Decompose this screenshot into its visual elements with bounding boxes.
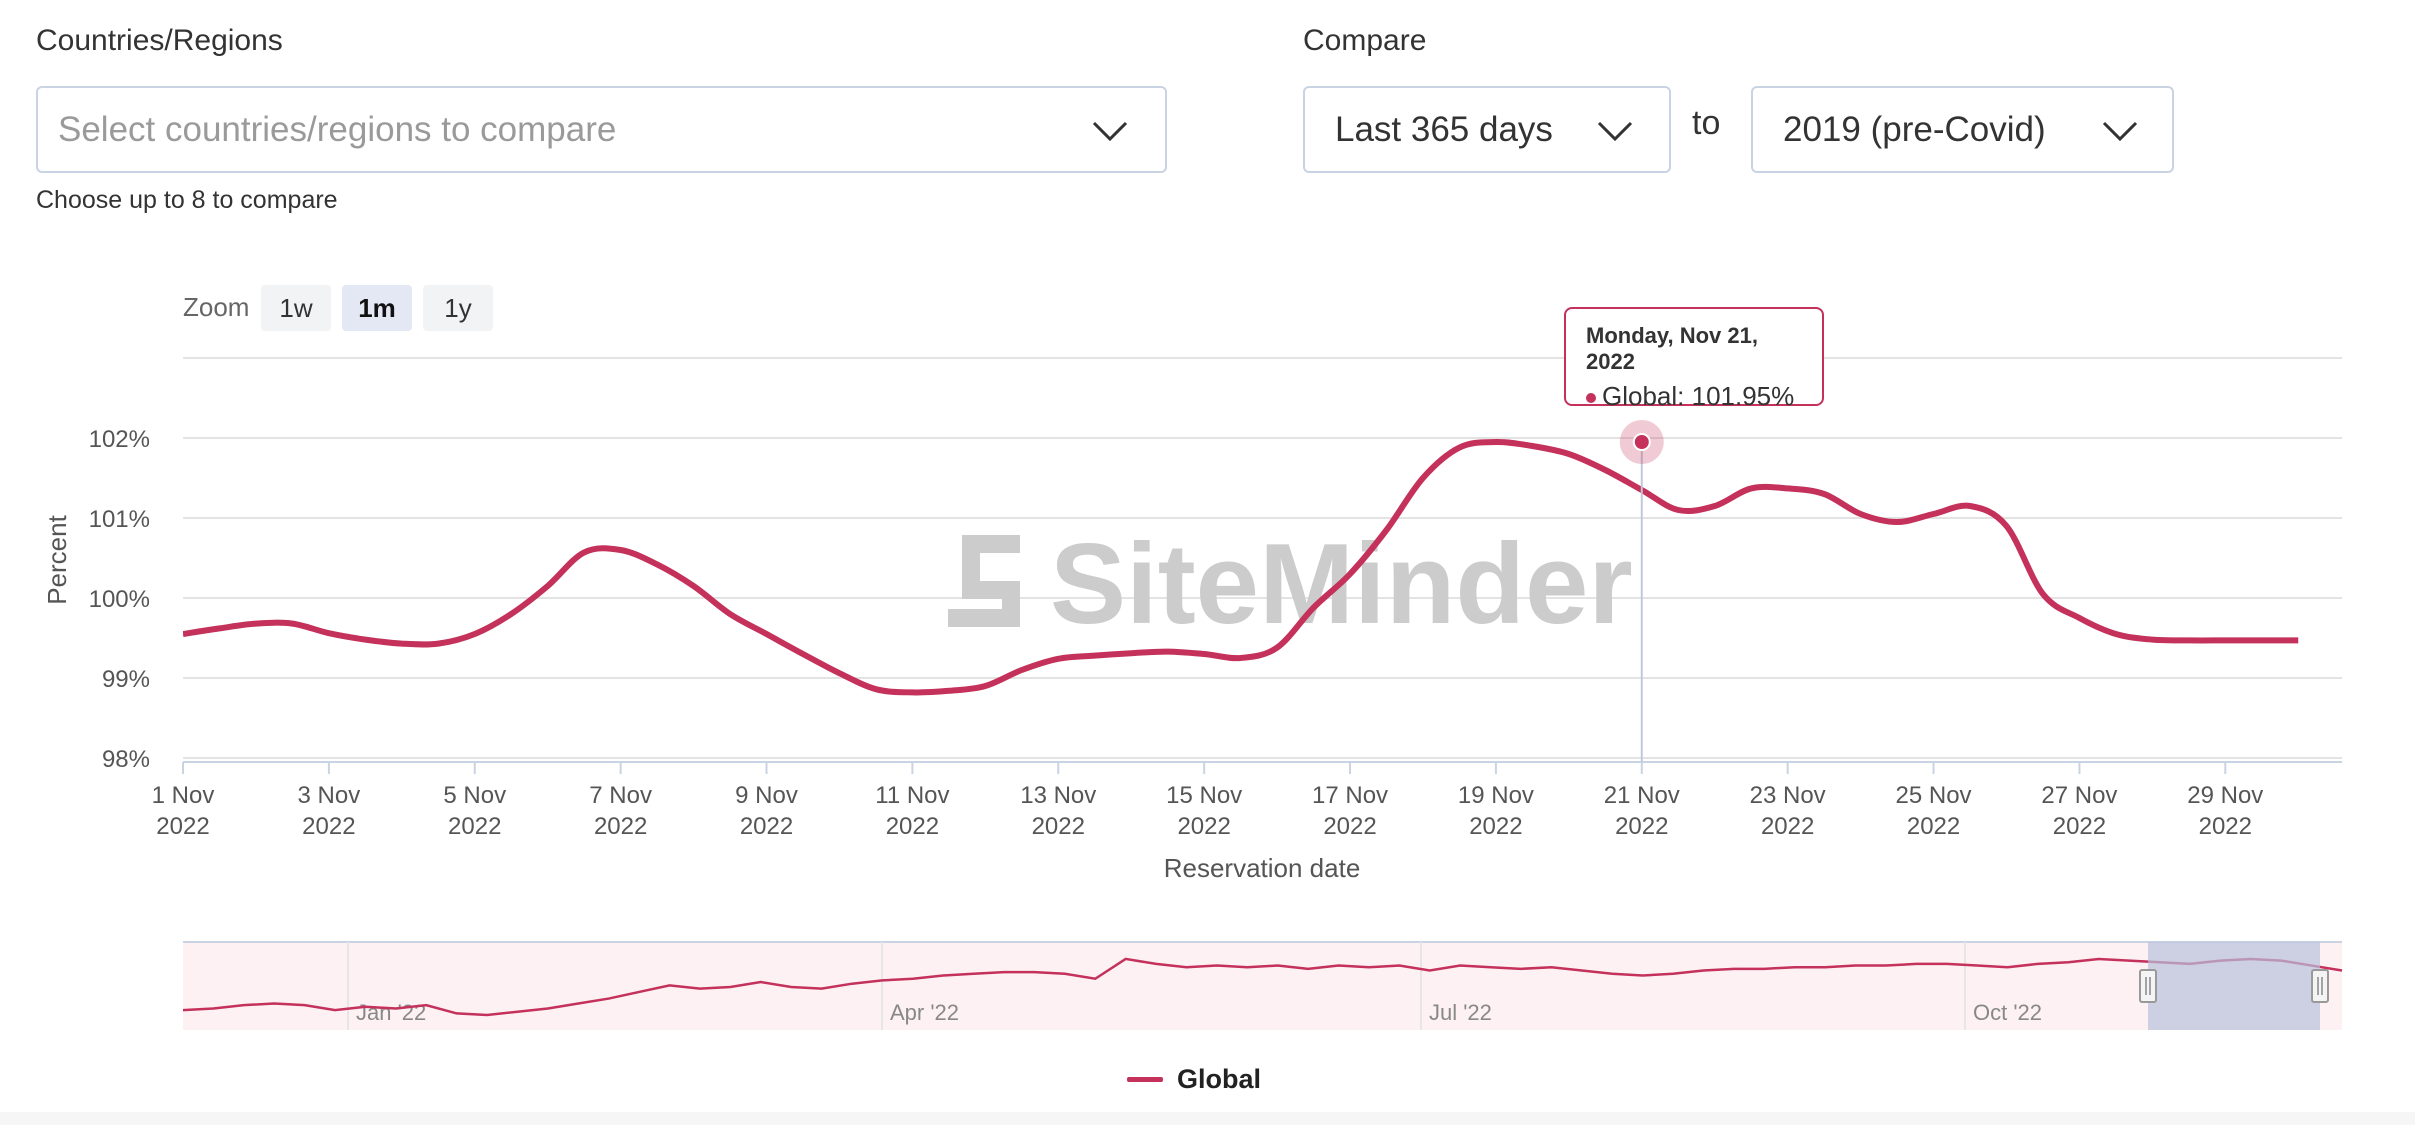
zoom-1m-button[interactable]: 1m: [342, 285, 412, 331]
period-a-select[interactable]: Last 365 days: [1303, 86, 1671, 173]
tooltip-date: Monday, Nov 21, 2022: [1586, 323, 1758, 374]
x-tick-label-year: 2022: [1323, 813, 1376, 840]
x-tick-label-year: 2022: [740, 813, 793, 840]
x-tick-label: 9 Nov: [735, 782, 798, 809]
zoom-label: Zoom: [183, 292, 250, 322]
x-tick-label-year: 2022: [1761, 813, 1814, 840]
x-tick-label-year: 2022: [448, 813, 501, 840]
series-line-global: [183, 438, 2299, 696]
series-global: [183, 420, 2299, 762]
x-tick-label: 11 Nov: [875, 782, 949, 809]
x-tick-label-year: 2022: [302, 813, 355, 840]
legend-swatch: [1127, 1077, 1163, 1082]
x-tick-label: 19 Nov: [1458, 782, 1534, 809]
navigator-handle-left[interactable]: [2139, 969, 2157, 1003]
legend-item-global[interactable]: Global: [1177, 1064, 1262, 1094]
chevron-down-icon: [1092, 121, 1128, 142]
compare-label: Compare: [1303, 24, 1427, 57]
x-tick-label-year: 2022: [2199, 813, 2252, 840]
siteminder-watermark: SiteMinder: [948, 521, 1633, 648]
navigator: Jan '22 Apr '22 Jul '22 Oct '22: [182, 941, 2343, 1030]
x-tick-label-year: 2022: [156, 813, 209, 840]
countries-select[interactable]: Select countries/regions to compare: [36, 86, 1167, 173]
countries-placeholder: Select countries/regions to compare: [58, 109, 617, 149]
period-a-value: Last 365 days: [1335, 109, 1553, 149]
period-b-select[interactable]: 2019 (pre-Covid): [1751, 86, 2174, 173]
x-tick-label: 27 Nov: [2041, 782, 2117, 809]
data-tooltip: Monday, Nov 21, 2022 Global: 101.95%: [1564, 307, 1824, 411]
x-tick-label-year: 2022: [2053, 813, 2106, 840]
x-axis: 1 Nov 2022 3 Nov 2022 5 Nov 2022 7 Nov 2022 9 No…: [152, 761, 2342, 840]
x-tick-label-year: 2022: [1469, 813, 1522, 840]
zoom-1y-button[interactable]: 1y: [423, 285, 493, 331]
x-tick-label: 29 Nov: [2187, 782, 2263, 809]
x-tick-label: 5 Nov: [443, 782, 506, 809]
x-tick-label-year: 2022: [594, 813, 647, 840]
navigator-handle-right[interactable]: [2311, 969, 2329, 1003]
x-tick-label: 7 Nov: [589, 782, 652, 809]
tooltip-value: Global: 101.95%: [1586, 381, 1804, 412]
x-tick-label-year: 2022: [1615, 813, 1668, 840]
navigator-selection: [2148, 942, 2320, 1030]
x-tick-label-year: 2022: [1032, 813, 1085, 840]
period-b-value: 2019 (pre-Covid): [1783, 109, 2046, 149]
x-tick-label: 23 Nov: [1750, 782, 1826, 809]
y-axis: 98% 99% 100% 101% 102%: [89, 426, 150, 773]
navigator-month-label: Apr '22: [890, 1000, 959, 1025]
x-tick-label: 17 Nov: [1312, 782, 1388, 809]
tooltip-value-text: Global: 101.95%: [1602, 381, 1795, 411]
zoom-1w-button[interactable]: 1w: [261, 285, 331, 331]
chevron-down-icon: [2102, 121, 2138, 142]
x-tick-label-year: 2022: [1907, 813, 1960, 840]
x-axis-title: Reservation date: [1164, 853, 1361, 883]
navigator-month-label: Jan '22: [356, 1000, 426, 1025]
y-axis-title: Percent: [42, 514, 72, 604]
x-tick-label: 21 Nov: [1604, 782, 1680, 809]
y-tick-label: 102%: [89, 426, 150, 453]
countries-helper-text: Choose up to 8 to compare: [36, 186, 338, 214]
x-tick-label: 13 Nov: [1020, 782, 1096, 809]
y-tick-label: 101%: [89, 506, 150, 533]
navigator-month-label: Jul '22: [1429, 1000, 1492, 1025]
chart-grid: [183, 357, 2342, 759]
x-tick-label-year: 2022: [1177, 813, 1230, 840]
x-tick-label: 25 Nov: [1896, 782, 1972, 809]
chart-legend[interactable]: Global: [1127, 1064, 1261, 1095]
x-tick-label: 1 Nov: [152, 782, 215, 809]
y-tick-label: 100%: [89, 586, 150, 613]
chevron-down-icon: [1597, 121, 1633, 142]
x-tick-label-year: 2022: [886, 813, 939, 840]
page-footer-strip: [0, 1112, 2415, 1125]
to-separator: to: [1692, 104, 1721, 142]
countries-label: Countries/Regions: [36, 24, 283, 57]
navigator-series-line: [182, 957, 2343, 1017]
x-tick-label: 3 Nov: [298, 782, 361, 809]
series-dot-icon: [1586, 393, 1596, 404]
y-tick-label: 98%: [102, 746, 150, 773]
highlight-marker: [1632, 433, 1651, 451]
navigator-month-label: Oct '22: [1973, 1000, 2042, 1025]
x-tick-label: 15 Nov: [1166, 782, 1242, 809]
navigator-background: [183, 942, 2342, 1030]
y-tick-label: 99%: [102, 666, 150, 693]
